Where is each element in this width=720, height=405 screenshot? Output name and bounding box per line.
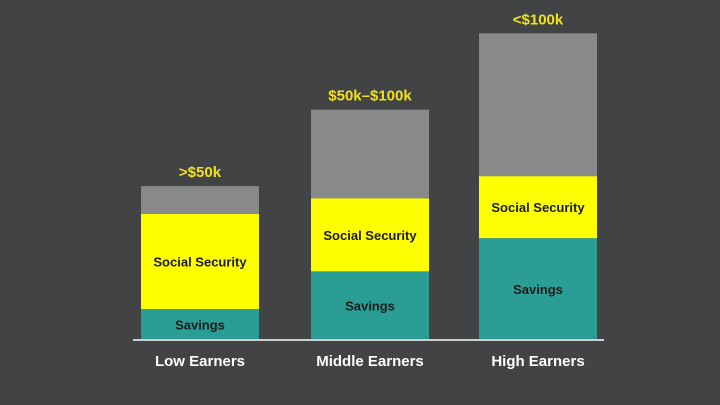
bars-group [141, 33, 597, 340]
category-label: High Earners [491, 353, 584, 370]
segment-label-savings: Savings [175, 318, 225, 333]
labels-group: Savings Social Security >$50k Low Earners Sa… [153, 11, 585, 370]
bar-segment-remainder [311, 109, 429, 199]
segment-label-social-security: Social Security [323, 228, 417, 243]
segment-label-social-security: Social Security [491, 200, 585, 215]
category-label: Low Earners [155, 353, 245, 370]
bar-segment-social-security [141, 213, 259, 309]
bar-segment-savings [141, 309, 259, 340]
income-label: <$100k [513, 11, 564, 28]
income-label: >$50k [179, 164, 222, 181]
bar-segment-social-security [311, 198, 429, 272]
bar-segment-social-security [479, 176, 597, 239]
category-label: Middle Earners [316, 353, 424, 370]
segment-label-savings: Savings [345, 299, 395, 314]
bar-segment-savings [311, 271, 429, 340]
income-label: $50k–$100k [328, 88, 412, 105]
bar-segment-savings [479, 238, 597, 340]
segment-label-social-security: Social Security [153, 254, 247, 269]
bar-segment-remainder [141, 186, 259, 214]
bar-segment-remainder [479, 33, 597, 177]
segment-label-savings: Savings [513, 282, 563, 297]
